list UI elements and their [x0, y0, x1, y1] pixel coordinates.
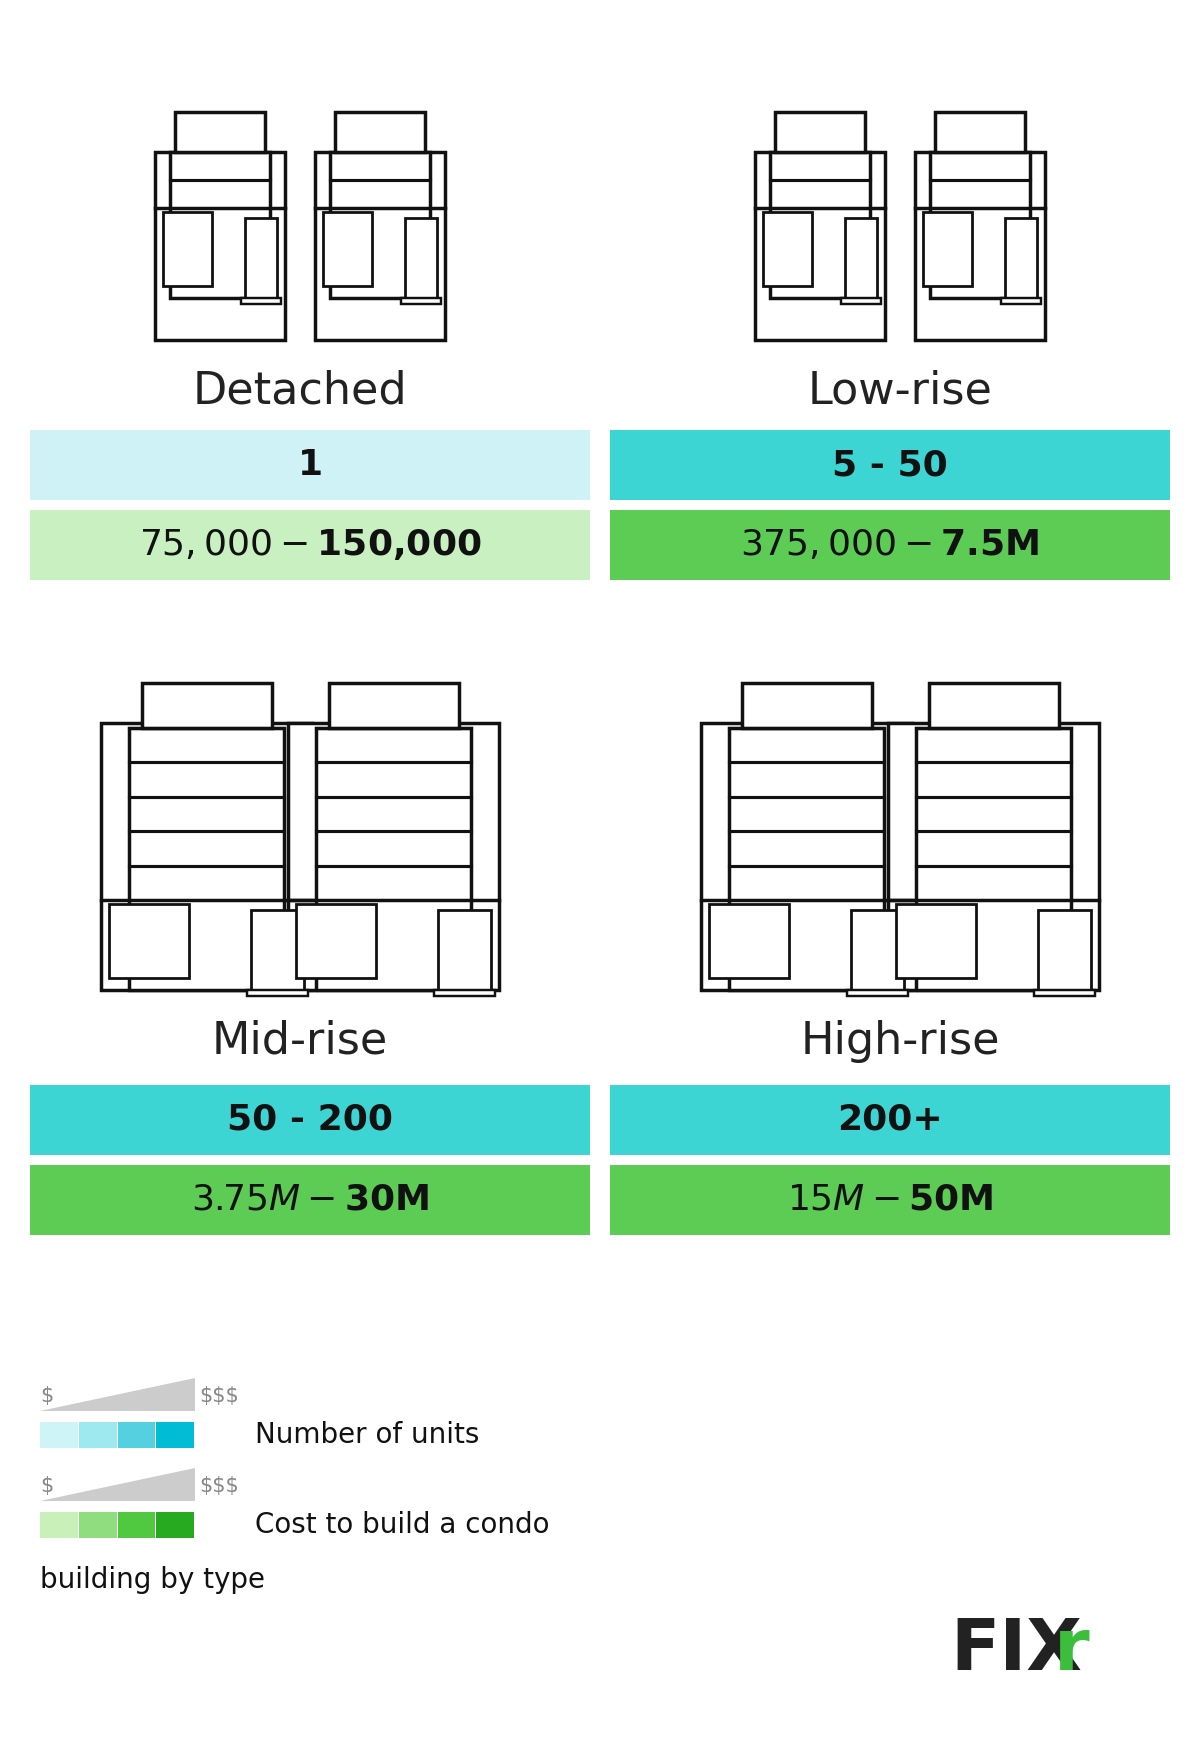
Bar: [438, 910, 491, 991]
Bar: [840, 298, 881, 303]
Bar: [1001, 298, 1042, 303]
Bar: [610, 431, 1170, 501]
Text: $75,000 - $150,000: $75,000 - $150,000: [139, 527, 481, 563]
Bar: [770, 152, 870, 298]
Bar: [142, 684, 271, 727]
Bar: [118, 1421, 155, 1448]
Bar: [916, 152, 1045, 340]
Bar: [40, 1421, 78, 1448]
Bar: [929, 684, 1058, 727]
Bar: [156, 1421, 194, 1448]
Text: Detached: Detached: [193, 370, 407, 413]
Bar: [118, 1512, 155, 1538]
Text: 50 - 200: 50 - 200: [227, 1102, 394, 1137]
Bar: [296, 903, 376, 978]
Bar: [163, 213, 212, 286]
Bar: [851, 910, 904, 991]
Polygon shape: [40, 1468, 194, 1502]
Text: $3.75M - $30M: $3.75M - $30M: [191, 1182, 430, 1217]
Bar: [610, 1085, 1170, 1155]
Bar: [763, 213, 812, 286]
Text: $375,000 - $7.5M: $375,000 - $7.5M: [740, 528, 1039, 562]
Bar: [775, 112, 865, 152]
Bar: [330, 152, 430, 298]
Bar: [916, 727, 1072, 991]
Text: 200+: 200+: [838, 1102, 943, 1137]
Text: Cost to build a condo: Cost to build a condo: [256, 1510, 550, 1538]
Text: $15M - $50M: $15M - $50M: [787, 1182, 994, 1217]
Bar: [251, 910, 304, 991]
Bar: [101, 724, 312, 991]
Bar: [40, 1512, 78, 1538]
Bar: [130, 727, 284, 991]
Bar: [323, 213, 372, 286]
Bar: [730, 727, 884, 991]
Bar: [156, 1512, 194, 1538]
Bar: [245, 218, 277, 298]
Bar: [30, 431, 590, 501]
Bar: [316, 727, 470, 991]
Bar: [30, 1165, 590, 1235]
Text: 5 - 50: 5 - 50: [832, 448, 948, 481]
Bar: [845, 218, 877, 298]
Bar: [335, 112, 425, 152]
Bar: [30, 509, 590, 581]
Polygon shape: [40, 1378, 194, 1411]
Text: $: $: [40, 1475, 53, 1496]
Text: building by type: building by type: [40, 1566, 265, 1594]
Text: Low-rise: Low-rise: [808, 370, 992, 413]
Bar: [923, 213, 972, 286]
Bar: [79, 1421, 116, 1448]
Bar: [288, 724, 499, 991]
Bar: [847, 991, 908, 996]
Text: $: $: [40, 1386, 53, 1406]
Bar: [1038, 910, 1091, 991]
Bar: [247, 991, 308, 996]
Bar: [701, 724, 912, 991]
Bar: [610, 509, 1170, 581]
Bar: [610, 1165, 1170, 1235]
Bar: [155, 152, 286, 340]
Bar: [434, 991, 496, 996]
Bar: [30, 1085, 590, 1155]
Text: r: r: [1054, 1615, 1090, 1685]
Bar: [170, 152, 270, 298]
Bar: [240, 298, 281, 303]
Bar: [401, 298, 442, 303]
Bar: [1004, 218, 1037, 298]
Bar: [314, 152, 445, 340]
Text: 1: 1: [298, 448, 323, 481]
Bar: [935, 112, 1025, 152]
Bar: [109, 903, 190, 978]
Bar: [404, 218, 437, 298]
Text: Number of units: Number of units: [256, 1421, 479, 1449]
Bar: [896, 903, 976, 978]
Bar: [329, 684, 458, 727]
Bar: [175, 112, 265, 152]
Bar: [79, 1512, 116, 1538]
Text: Mid-rise: Mid-rise: [212, 1020, 388, 1064]
Bar: [888, 724, 1099, 991]
Bar: [742, 684, 871, 727]
Bar: [1034, 991, 1096, 996]
Bar: [755, 152, 886, 340]
Text: $$$: $$$: [199, 1386, 239, 1406]
Text: $$$: $$$: [199, 1475, 239, 1496]
Bar: [709, 903, 790, 978]
Bar: [930, 152, 1030, 298]
Text: FIX: FIX: [950, 1615, 1082, 1685]
Text: High-rise: High-rise: [800, 1020, 1000, 1064]
